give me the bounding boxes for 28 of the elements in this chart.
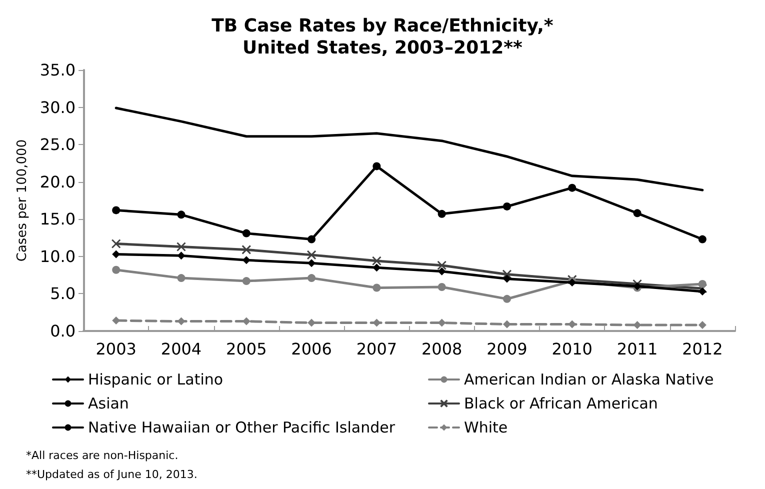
chart-title: TB Case Rates by Race/Ethnicity,* United States, 2003–2012** xyxy=(212,16,554,58)
y-axis-title: Cases per 100,000 xyxy=(15,139,30,262)
legend-label: Asian xyxy=(88,394,129,412)
y-tick-label: 10.0 xyxy=(40,246,76,266)
x-tick-label: 2010 xyxy=(552,340,592,358)
legend-label: Native Hawaiian or Other Pacific Islander xyxy=(88,418,396,436)
y-tick-label: 5.0 xyxy=(50,284,76,304)
y-tick-label: 0.0 xyxy=(50,322,76,340)
y-tick-label: 15.0 xyxy=(40,210,76,229)
x-tick-label: 2012 xyxy=(682,340,723,358)
text: *All races are non-Hispanic. xyxy=(26,449,178,462)
y-tick-label: 25.0 xyxy=(40,135,76,154)
text: **Updated as of June 10, 2013. xyxy=(26,468,198,481)
x-tick-label: 2007 xyxy=(356,340,398,358)
x-tick-label: 2004 xyxy=(160,340,202,358)
x-tick-label: 2008 xyxy=(421,340,462,358)
legend-label: White xyxy=(464,418,508,436)
x-tick-label: 2006 xyxy=(291,340,332,358)
legend-label: American Indian or Alaska Native xyxy=(464,370,714,388)
legend-label: Black or African American xyxy=(464,394,658,412)
y-tick-label: 35.0 xyxy=(40,60,76,80)
x-tick-label: 2009 xyxy=(486,340,528,358)
y-tick-label: 20.0 xyxy=(40,172,76,192)
x-tick-label: 2003 xyxy=(96,340,136,358)
y-tick-label: 30.0 xyxy=(40,98,76,117)
legend-label: Hispanic or Latino xyxy=(88,370,224,388)
x-tick-label: 2005 xyxy=(226,340,267,358)
x-tick-label: 2011 xyxy=(616,340,658,358)
